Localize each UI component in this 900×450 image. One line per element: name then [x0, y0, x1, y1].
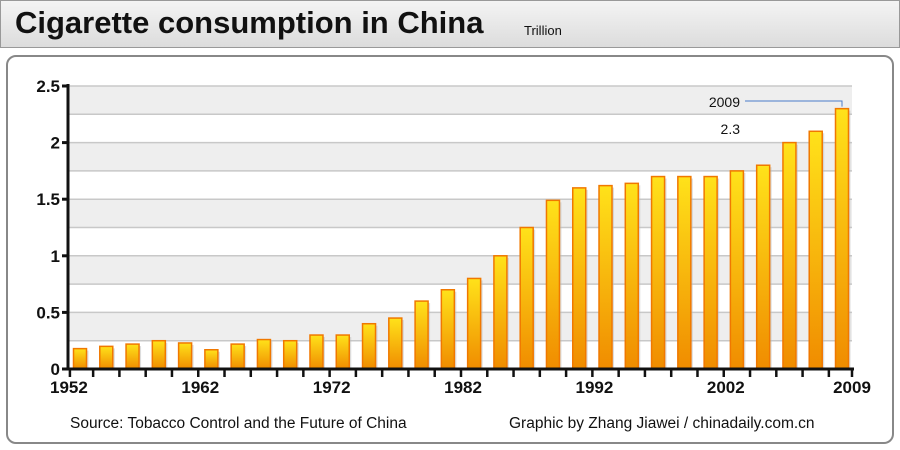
bar — [755, 164, 771, 370]
bar — [782, 141, 797, 370]
bar — [204, 349, 219, 370]
bar — [493, 255, 508, 370]
bar — [256, 338, 272, 370]
annotation-year: 2009 — [709, 94, 740, 110]
x-tick-label: 1992 — [576, 378, 614, 397]
bar — [72, 347, 88, 370]
bar — [466, 277, 482, 370]
y-tick-label: 2 — [51, 134, 60, 153]
bar — [703, 175, 718, 370]
bar — [677, 175, 692, 370]
y-tick-label: 1 — [51, 247, 60, 266]
bar — [230, 343, 245, 370]
annotation-leader-line — [745, 100, 843, 107]
annotation-value: 2.3 — [721, 121, 741, 137]
unit-label: Trillion — [524, 23, 562, 38]
bar — [335, 334, 351, 370]
bar — [414, 300, 429, 370]
grid-band — [68, 142, 852, 171]
bar — [624, 182, 640, 370]
x-tick-label: 1982 — [444, 378, 482, 397]
chart-title: Cigarette consumption in China — [15, 5, 484, 40]
bar — [545, 199, 561, 370]
x-tick-label: 2009 — [833, 378, 871, 397]
grid-band — [68, 312, 852, 341]
y-tick-label: 2.5 — [36, 77, 60, 96]
bar — [151, 339, 167, 370]
bar — [650, 175, 666, 370]
bar — [440, 289, 456, 370]
bar — [808, 130, 823, 370]
bar — [309, 334, 324, 370]
bar — [388, 317, 403, 370]
bar — [125, 343, 140, 370]
bar — [177, 342, 193, 370]
bar — [361, 322, 377, 370]
bar — [729, 170, 745, 370]
bar — [598, 184, 613, 370]
grid-band — [68, 255, 852, 285]
bar — [519, 226, 534, 370]
grid-band — [68, 86, 852, 115]
chart-panel — [6, 55, 894, 444]
y-tick-label: 0 — [51, 360, 60, 379]
x-tick-label: 2002 — [707, 378, 745, 397]
grid-band — [68, 199, 852, 228]
credit-note: Graphic by Zhang Jiawei / chinadaily.com… — [509, 415, 815, 432]
bar — [834, 107, 850, 370]
y-tick-label: 1.5 — [36, 190, 60, 209]
header-bar: Cigarette consumption in China Trillion — [0, 0, 900, 48]
x-tick-label: 1972 — [313, 378, 351, 397]
y-tick-label: 0.5 — [36, 303, 60, 322]
bar — [99, 345, 114, 370]
source-note: Source: Tobacco Control and the Future o… — [70, 415, 407, 432]
x-tick-label: 1952 — [50, 378, 88, 397]
x-tick-label: 1962 — [181, 378, 219, 397]
bar — [571, 187, 587, 370]
bar — [282, 339, 298, 370]
